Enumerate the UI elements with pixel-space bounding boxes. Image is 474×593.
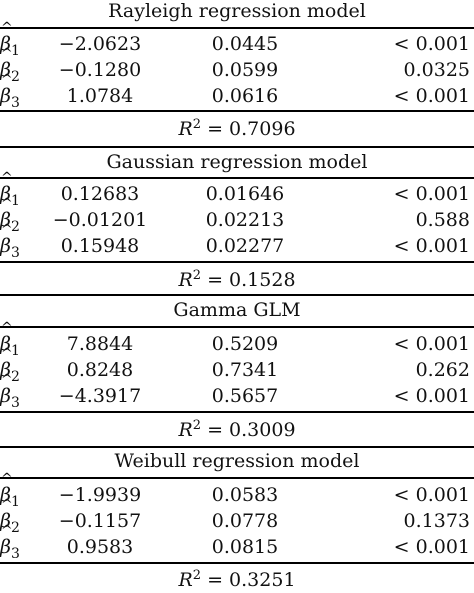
p-value: < 0.001 bbox=[393, 235, 470, 257]
r-squared: R2 = 0.7096 bbox=[178, 117, 296, 140]
std-error-value: 0.01646 bbox=[205, 183, 285, 205]
header-rule bbox=[0, 477, 474, 479]
estimate-value: −1.9939 bbox=[58, 484, 142, 506]
estimate-value: −0.1157 bbox=[58, 510, 142, 532]
header-rule bbox=[0, 177, 474, 179]
std-error-value: 0.0599 bbox=[211, 59, 279, 81]
p-value: 0.262 bbox=[415, 359, 470, 381]
estimate-value: −0.1280 bbox=[58, 59, 142, 81]
coefficient-symbol: ^ β 1 bbox=[0, 471, 20, 510]
section-top-rule bbox=[0, 446, 474, 448]
coefficient-symbol: ^ β 1 bbox=[0, 170, 20, 209]
std-error-value: 0.0778 bbox=[211, 510, 279, 532]
coefficient-symbol: ^ β 3 bbox=[0, 372, 20, 411]
section-top-rule bbox=[0, 294, 474, 296]
p-value: < 0.001 bbox=[393, 85, 470, 107]
model-section-gamma: Gamma GLM ^ β 1 7.8844 0.5209 < 0.001 ^ β 2 … bbox=[0, 294, 474, 442]
p-value: < 0.001 bbox=[393, 484, 470, 506]
r2-rule bbox=[0, 562, 474, 564]
estimate-value: 0.12683 bbox=[60, 183, 140, 205]
p-value: < 0.001 bbox=[393, 33, 470, 55]
coefficient-row: ^ β 1 0.12683 0.01646 < 0.001 bbox=[0, 170, 474, 209]
model-section-rayleigh: Rayleigh regression model ^ β 1 −2.0623 0.… bbox=[0, 0, 474, 140]
p-value: 0.1373 bbox=[403, 510, 470, 532]
std-error-value: 0.02277 bbox=[205, 235, 285, 257]
std-error-value: 0.7341 bbox=[211, 359, 279, 381]
estimate-value: −0.01201 bbox=[52, 209, 148, 231]
r-squared: R2 = 0.1528 bbox=[178, 268, 296, 291]
model-title: Gaussian regression model bbox=[106, 151, 368, 173]
p-value: 0.0325 bbox=[403, 59, 470, 81]
coefficient-symbol: ^ β 1 bbox=[0, 320, 20, 359]
model-section-gaussian: Gaussian regression model ^ β 1 0.12683 0.… bbox=[0, 146, 474, 294]
coefficient-symbol: ^ β 3 bbox=[0, 72, 20, 111]
coefficient-row: ^ β 3 0.15948 0.02277 < 0.001 bbox=[0, 222, 474, 261]
std-error-value: 0.0445 bbox=[211, 33, 279, 55]
estimate-value: 0.8248 bbox=[66, 359, 134, 381]
p-value: < 0.001 bbox=[393, 385, 470, 407]
std-error-value: 0.5209 bbox=[211, 333, 279, 355]
coefficient-row: ^ β 3 1.0784 0.0616 < 0.001 bbox=[0, 72, 474, 111]
std-error-value: 0.02213 bbox=[205, 209, 285, 231]
coefficient-row: ^ β 1 −2.0623 0.0445 < 0.001 bbox=[0, 20, 474, 59]
model-section-weibull: Weibull regression model ^ β 1 −1.9939 0.0… bbox=[0, 446, 474, 591]
coefficient-row: ^ β 3 0.9583 0.0815 < 0.001 bbox=[0, 523, 474, 562]
estimate-value: 1.0784 bbox=[66, 85, 134, 107]
r-squared: R2 = 0.3251 bbox=[178, 568, 296, 591]
section-top-rule bbox=[0, 146, 474, 148]
std-error-value: 0.5657 bbox=[211, 385, 279, 407]
estimate-value: 0.9583 bbox=[66, 536, 134, 558]
p-value: 0.588 bbox=[415, 209, 470, 231]
std-error-value: 0.0815 bbox=[211, 536, 279, 558]
p-value: < 0.001 bbox=[393, 333, 470, 355]
coefficient-symbol: ^ β 2 bbox=[0, 346, 20, 385]
r2-rule bbox=[0, 261, 474, 263]
model-title: Gamma GLM bbox=[173, 299, 301, 321]
coefficient-row: ^ β 1 −1.9939 0.0583 < 0.001 bbox=[0, 471, 474, 510]
coefficient-symbol: ^ β 1 bbox=[0, 20, 20, 59]
coefficient-symbol: ^ β 3 bbox=[0, 523, 20, 562]
r-squared: R2 = 0.3009 bbox=[178, 418, 296, 441]
estimate-value: 0.15948 bbox=[60, 235, 140, 257]
r2-rule bbox=[0, 411, 474, 413]
coefficient-symbol: ^ β 2 bbox=[0, 46, 20, 85]
coefficient-symbol: ^ β 2 bbox=[0, 196, 20, 235]
coefficient-row: ^ β 1 7.8844 0.5209 < 0.001 bbox=[0, 320, 474, 359]
r2-rule bbox=[0, 110, 474, 112]
std-error-value: 0.0583 bbox=[211, 484, 279, 506]
p-value: < 0.001 bbox=[393, 536, 470, 558]
coefficient-row: ^ β 2 −0.1157 0.0778 0.1373 bbox=[0, 497, 474, 536]
header-rule bbox=[0, 326, 474, 328]
header-rule bbox=[0, 27, 474, 29]
coefficient-row: ^ β 2 0.8248 0.7341 0.262 bbox=[0, 346, 474, 385]
coefficient-symbol: ^ β 2 bbox=[0, 497, 20, 536]
std-error-value: 0.0616 bbox=[211, 85, 279, 107]
coefficient-row: ^ β 3 −4.3917 0.5657 < 0.001 bbox=[0, 372, 474, 411]
model-title: Weibull regression model bbox=[114, 450, 360, 472]
estimate-value: −4.3917 bbox=[58, 385, 142, 407]
coefficient-row: ^ β 2 −0.1280 0.0599 0.0325 bbox=[0, 46, 474, 85]
p-value: < 0.001 bbox=[393, 183, 470, 205]
coefficient-row: ^ β 2 −0.01201 0.02213 0.588 bbox=[0, 196, 474, 235]
coefficient-symbol: ^ β 3 bbox=[0, 222, 20, 261]
estimate-value: −2.0623 bbox=[58, 33, 142, 55]
estimate-value: 7.8844 bbox=[66, 333, 134, 355]
model-title: Rayleigh regression model bbox=[108, 0, 366, 22]
